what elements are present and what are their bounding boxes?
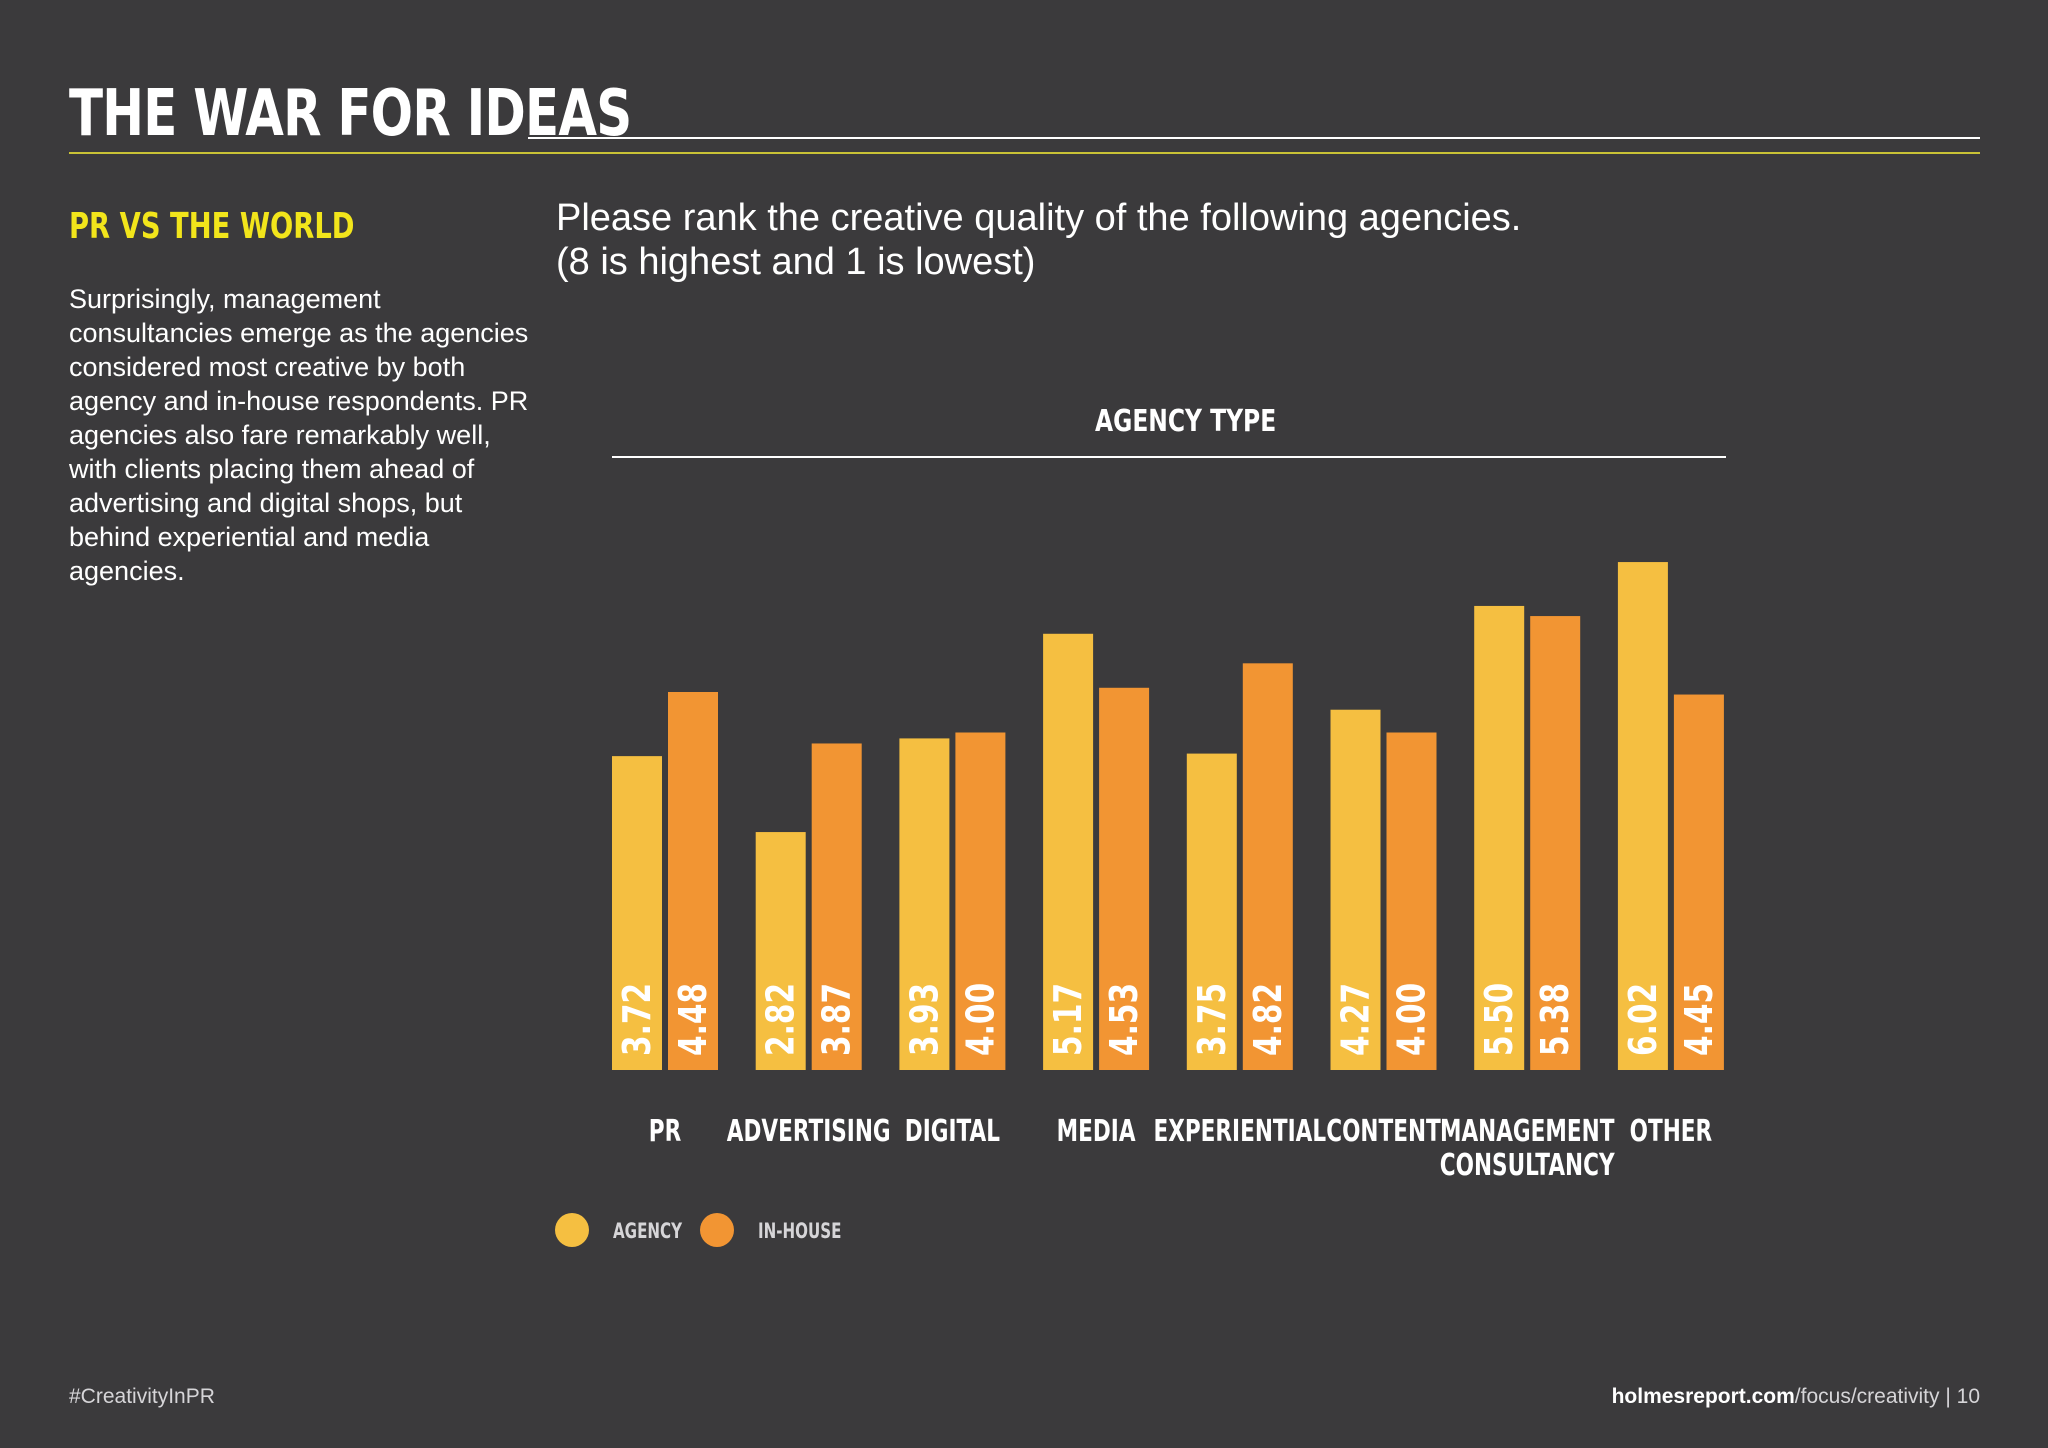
- footer-url-path: /focus/creativity | 10: [1794, 1385, 1980, 1408]
- title-rule: [528, 137, 1980, 139]
- bar-agency-6: [1474, 605, 1525, 1070]
- footer-url-domain[interactable]: holmesreport.com: [1611, 1385, 1795, 1408]
- bar-value-label: 3.87: [815, 983, 860, 1056]
- bar-value-label: 5.17: [1047, 983, 1092, 1056]
- footer-hashtag: #CreativityInPR: [69, 1385, 215, 1408]
- bar-value-label: 3.75: [1190, 983, 1235, 1056]
- bar-agency-4: [1186, 753, 1237, 1070]
- bar-agency-5: [1330, 709, 1381, 1070]
- category-label: ADVERTISING: [727, 1115, 891, 1149]
- bar-value-label: 5.50: [1478, 983, 1523, 1056]
- bar-agency-2: [899, 738, 950, 1070]
- bar-in-house-2: [955, 732, 1006, 1070]
- bar-value-label: 2.82: [759, 983, 804, 1056]
- section-heading: PR VS THE WORLD: [69, 206, 355, 247]
- bar-in-house-4: [1242, 663, 1293, 1070]
- legend-swatch-in-house: [700, 1213, 734, 1247]
- chart-title: AGENCY TYPE: [1095, 404, 1277, 439]
- bar-value-label: 4.53: [1103, 983, 1148, 1056]
- bar-value-label: 4.45: [1677, 983, 1722, 1056]
- category-label: PR: [649, 1115, 681, 1149]
- bar-in-house-0: [668, 692, 718, 1070]
- question-line-2: (8 is highest and 1 is lowest): [556, 241, 1036, 283]
- bar-agency-7: [1617, 562, 1668, 1070]
- category-label: MEDIA: [1057, 1115, 1137, 1149]
- bar-in-house-7: [1673, 694, 1724, 1070]
- bar-agency-0: [612, 756, 662, 1070]
- category-label: CONSULTANCY: [1440, 1149, 1616, 1183]
- chart-title-rule: [612, 456, 1726, 458]
- category-label: MANAGEMENT: [1440, 1115, 1615, 1149]
- chart-question: Please rank the creative quality of the …: [556, 196, 1756, 284]
- bar-in-house-3: [1099, 687, 1150, 1070]
- bar-value-label: 4.27: [1334, 983, 1379, 1056]
- bar-value-label: 3.72: [615, 983, 660, 1056]
- bar-in-house-6: [1530, 616, 1581, 1070]
- category-label: DIGITAL: [905, 1115, 1000, 1149]
- body-paragraph: Surprisingly, management consultancies e…: [69, 284, 529, 586]
- category-label: CONTENT: [1326, 1115, 1441, 1149]
- bar-in-house-5: [1386, 732, 1437, 1070]
- bar-value-label: 4.00: [959, 983, 1004, 1056]
- bar-value-label: 3.93: [903, 983, 948, 1056]
- category-label: OTHER: [1630, 1115, 1713, 1149]
- bar-in-house-1: [811, 743, 862, 1070]
- legend-swatch-agency: [555, 1213, 589, 1247]
- bar-agency-3: [1043, 633, 1094, 1070]
- legend-label: AGENCY: [613, 1220, 683, 1244]
- legend-label: IN-HOUSE: [758, 1220, 841, 1244]
- bar-value-label: 4.00: [1390, 983, 1435, 1056]
- bar-value-label: 4.82: [1246, 983, 1291, 1056]
- bar-agency-1: [755, 832, 806, 1070]
- bar-value-label: 4.48: [671, 983, 716, 1056]
- question-line-1: Please rank the creative quality of the …: [556, 197, 1522, 239]
- title-underline: [69, 152, 1980, 154]
- category-label: EXPERIENTIAL: [1153, 1115, 1326, 1149]
- footer-url[interactable]: holmesreport.com/focus/creativity | 10: [1612, 1385, 1980, 1409]
- bar-value-label: 6.02: [1621, 983, 1666, 1056]
- bar-value-label: 5.38: [1534, 983, 1579, 1056]
